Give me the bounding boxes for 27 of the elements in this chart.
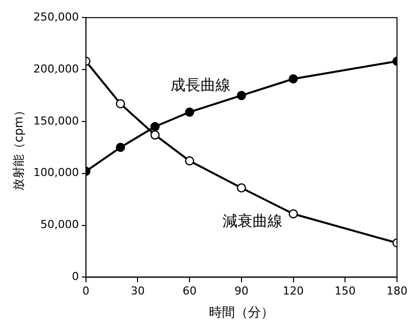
point [150, 122, 160, 132]
series-label: 減衰曲線 [222, 212, 282, 230]
y-tick-label: 50,000 [40, 218, 79, 232]
y-tick-label: 100,000 [33, 166, 79, 180]
x-tick-label: 0 [82, 284, 90, 298]
y-tick-label: 200,000 [33, 62, 79, 76]
x-axis-title: 時間（分） [208, 306, 274, 321]
y-tick-label: 0 [72, 270, 79, 284]
y-axis-title: 放射能（cpm） [11, 104, 26, 190]
series-label: 成長曲線 [170, 76, 231, 94]
point [288, 74, 298, 84]
point [150, 130, 160, 140]
y-tick-label: 150,000 [33, 114, 79, 128]
point [116, 99, 126, 108]
point [236, 183, 246, 192]
point [288, 209, 298, 218]
x-tick-label: 30 [130, 284, 145, 298]
x-tick-label: 90 [234, 284, 248, 298]
y-tick-label: 250,000 [33, 10, 79, 24]
x-tick-label: 120 [282, 284, 304, 298]
point [236, 90, 246, 100]
point [184, 156, 194, 166]
x-tick-label: 60 [182, 284, 197, 298]
x-tick-label: 150 [334, 284, 356, 298]
point [184, 107, 194, 117]
x-tick-label: 180 [386, 284, 408, 298]
point [116, 142, 126, 152]
